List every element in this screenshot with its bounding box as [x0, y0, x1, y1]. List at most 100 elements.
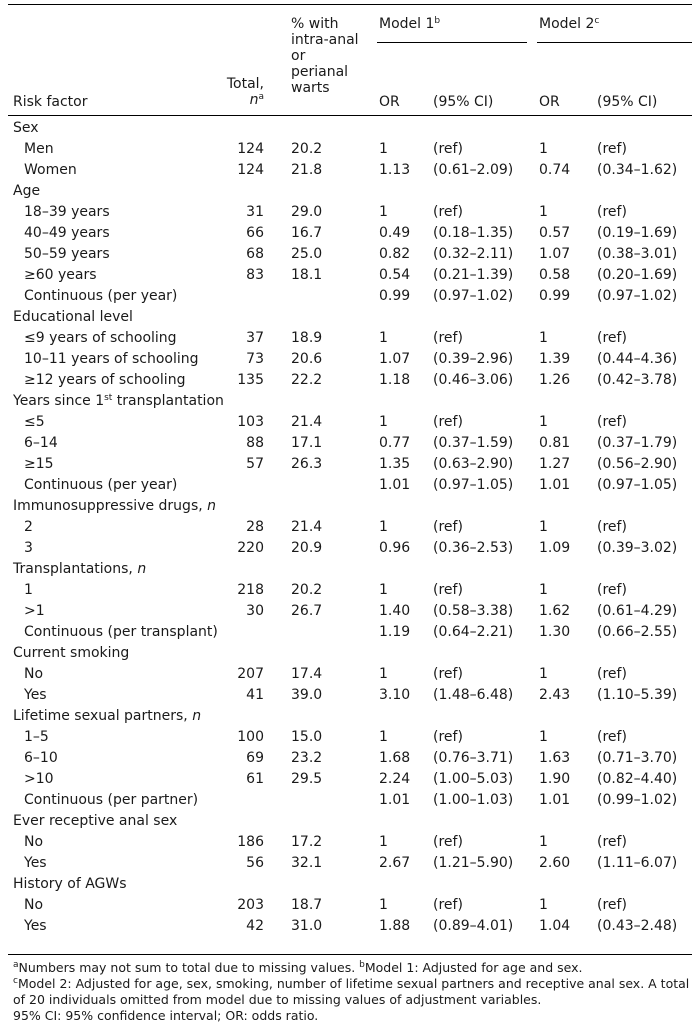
pct-cell: 25.0	[291, 246, 323, 262]
or1-cell: 1.18	[379, 372, 411, 388]
table-row: No 207 17.4 1 (ref) 1 (ref)	[0, 664, 700, 685]
row-label: 40–49 years	[24, 223, 110, 244]
or2-cell: 0.81	[539, 435, 571, 451]
category-row: Transplantations, n	[0, 559, 700, 580]
label-text: ≥60 years	[24, 267, 97, 283]
label-text: ≥12 years of schooling	[24, 372, 186, 388]
total-cell: 220	[237, 540, 264, 556]
footnote-a-text: Numbers may not sum to total due to miss…	[18, 960, 360, 975]
table-row: Women 124 21.8 1.13 (0.61–2.09) 0.74 (0.34–1.6…	[0, 160, 700, 181]
table-row: Yes 41 39.0 3.10 (1.48–6.48) 2.43 (1.10–5.39)	[0, 685, 700, 706]
ci1-cell: (ref)	[433, 204, 463, 220]
or2-cell: 1.63	[539, 750, 571, 766]
ci1-cell: (0.39–2.96)	[433, 351, 514, 367]
label-text: 18–39 years	[24, 204, 110, 220]
total-cell: 83	[246, 267, 264, 283]
ci1-cell: (1.21–5.90)	[433, 855, 514, 871]
category-label: History of AGWs	[13, 874, 127, 895]
table-row: Continuous (per transplant) 1.19 (0.64–2.2…	[0, 622, 700, 643]
total-cell: 124	[237, 141, 264, 157]
category-label: Educational level	[13, 307, 133, 328]
label-text: Educational level	[13, 309, 133, 325]
footnote-b-sup: b	[359, 960, 365, 970]
footnote-c: cModel 2: Adjusted for age, sex, smoking…	[13, 976, 693, 1008]
total-cell: 203	[237, 897, 264, 913]
label-text: >1	[24, 603, 45, 619]
ci2-cell: (ref)	[597, 414, 627, 430]
ci2-cell: (0.39–3.02)	[597, 540, 678, 556]
pct-cell: 21.4	[291, 414, 323, 430]
header-model1: Model 1b	[379, 16, 440, 32]
label-sup: st	[104, 393, 113, 403]
label-text: 1	[24, 582, 33, 598]
footnotes: aNumbers may not sum to total due to mis…	[13, 960, 693, 1024]
header-total-n: n	[249, 92, 259, 108]
table-row: ≥12 years of schooling 135 22.2 1.18 (0.46–3…	[0, 370, 700, 391]
pct-cell: 20.6	[291, 351, 323, 367]
table-row: 6–10 69 23.2 1.68 (0.76–3.71) 1.63 (0.71–3.70)	[0, 748, 700, 769]
ci1-cell: (1.48–6.48)	[433, 687, 514, 703]
or1-cell: 1.01	[379, 477, 411, 493]
ci2-cell: (0.20–1.69)	[597, 267, 678, 283]
header-pct-line: intra-anal	[291, 32, 359, 48]
header-risk-factor: Risk factor	[13, 94, 88, 110]
ci1-cell: (0.97–1.05)	[433, 477, 514, 493]
or2-cell: 0.99	[539, 288, 571, 304]
row-label: Continuous (per transplant)	[24, 622, 218, 643]
footnote-a-sup: a	[13, 960, 19, 970]
or1-cell: 2.24	[379, 771, 411, 787]
label-text: ≤5	[24, 414, 45, 430]
label-text: 6–14	[24, 435, 58, 451]
row-label: ≥15	[24, 454, 54, 475]
or1-cell: 0.77	[379, 435, 411, 451]
header-or2: OR	[539, 94, 560, 110]
row-label: 6–14	[24, 433, 58, 454]
total-cell: 57	[246, 456, 264, 472]
total-cell: 41	[246, 687, 264, 703]
footnote-c-sup: c	[13, 976, 18, 986]
ci1-cell: (0.46–3.06)	[433, 372, 514, 388]
header-pct-line: warts	[291, 80, 330, 96]
or1-cell: 0.54	[379, 267, 411, 283]
or1-cell: 1	[379, 330, 388, 346]
header-pct-line: perianal	[291, 64, 349, 80]
table-row: 40–49 years 66 16.7 0.49 (0.18–1.35) 0.57 (0.1…	[0, 223, 700, 244]
ci2-cell: (0.43–2.48)	[597, 918, 678, 934]
label-text: 50–59 years	[24, 246, 110, 262]
header-bottom-rule	[8, 115, 692, 116]
or2-cell: 1	[539, 204, 548, 220]
or1-cell: 1	[379, 729, 388, 745]
pct-cell: 32.1	[291, 855, 323, 871]
model2-rule	[537, 42, 692, 43]
category-label: Age	[13, 181, 40, 202]
row-label: Yes	[24, 916, 47, 937]
ci1-cell: (0.58–3.38)	[433, 603, 514, 619]
ci2-cell: (0.19–1.69)	[597, 225, 678, 241]
category-label: Current smoking	[13, 643, 129, 664]
ci2-cell: (ref)	[597, 729, 627, 745]
ci1-cell: (0.63–2.90)	[433, 456, 514, 472]
or1-cell: 1.13	[379, 162, 411, 178]
total-cell: 73	[246, 351, 264, 367]
ci1-cell: (ref)	[433, 330, 463, 346]
ci2-cell: (1.10–5.39)	[597, 687, 678, 703]
header-pct-line: or	[291, 48, 306, 64]
or2-cell: 1.07	[539, 246, 571, 262]
table-row: Men 124 20.2 1 (ref) 1 (ref)	[0, 139, 700, 160]
pct-cell: 15.0	[291, 729, 323, 745]
pct-cell: 31.0	[291, 918, 323, 934]
label-text: Continuous (per year)	[24, 288, 178, 304]
header-total: Total, na	[227, 76, 264, 108]
category-row: Current smoking	[0, 643, 700, 664]
or2-cell: 1.26	[539, 372, 571, 388]
footnote-b-text: Model 1: Adjusted for age and sex.	[364, 960, 583, 975]
or2-cell: 1	[539, 414, 548, 430]
ci2-cell: (ref)	[597, 204, 627, 220]
pct-cell: 23.2	[291, 750, 323, 766]
or2-cell: 1	[539, 582, 548, 598]
label-tail: transplantation	[112, 393, 224, 409]
label-text: 2	[24, 519, 33, 535]
footnote-c-text: Model 2: Adjusted for age, sex, smoking,…	[13, 976, 690, 1007]
ci2-cell: (0.34–1.62)	[597, 162, 678, 178]
row-label: 18–39 years	[24, 202, 110, 223]
